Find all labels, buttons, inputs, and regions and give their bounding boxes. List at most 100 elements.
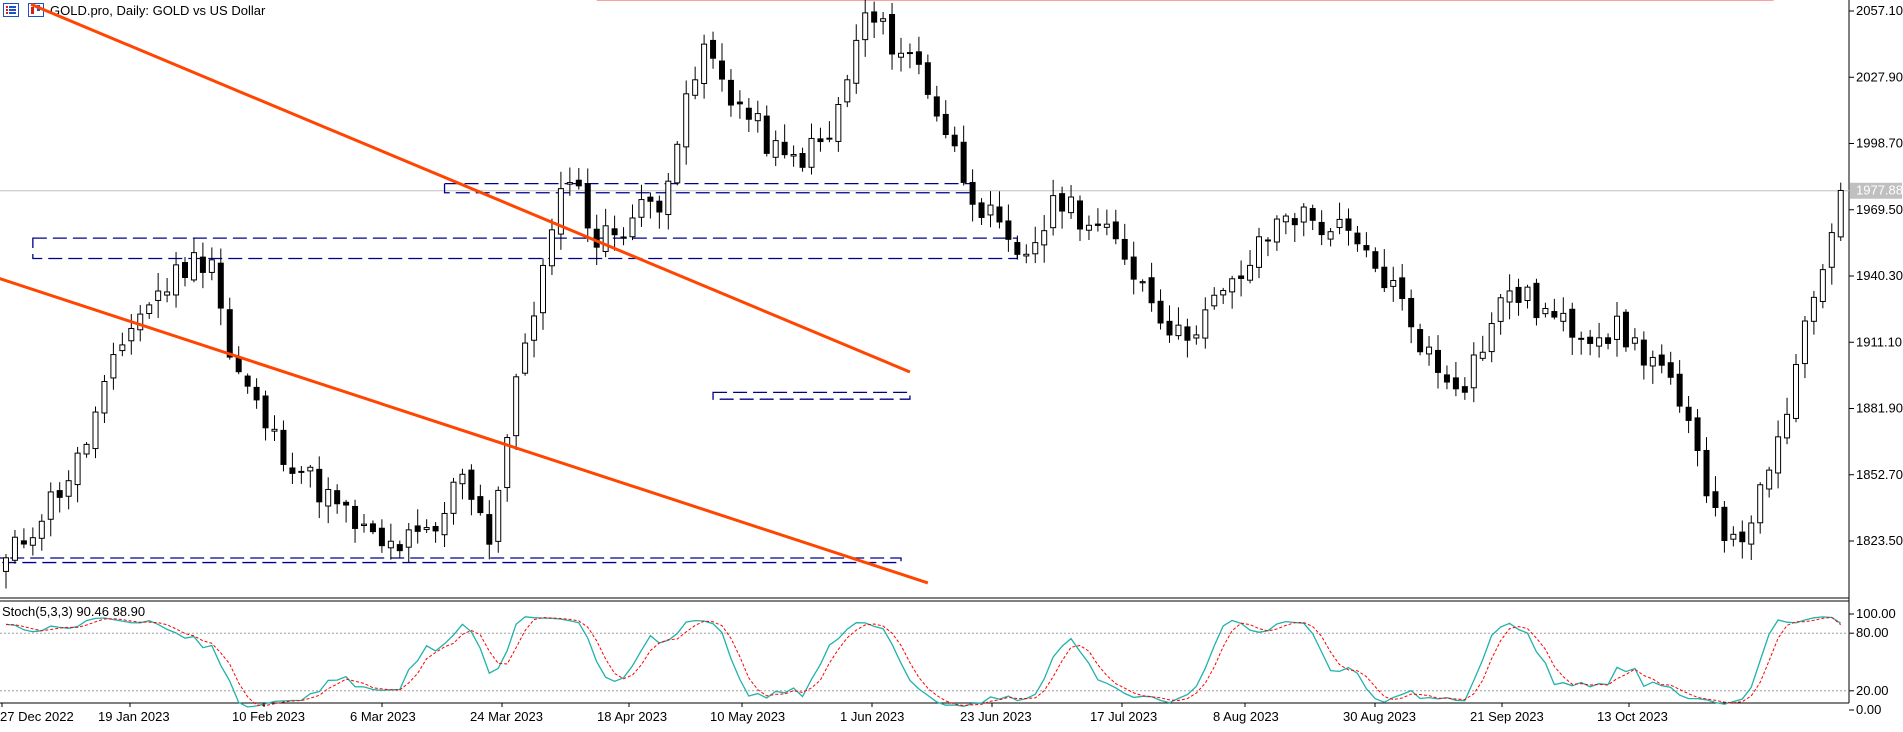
- candle-bull: [1023, 253, 1030, 257]
- candle-bear: [1014, 242, 1021, 255]
- candle-bull: [1837, 189, 1844, 238]
- candle-bear: [1238, 275, 1245, 279]
- candle-bull: [1775, 436, 1782, 474]
- candle-bull: [701, 43, 708, 84]
- candle-bear: [1694, 417, 1701, 451]
- candle-bull: [441, 512, 448, 536]
- candle-bull: [880, 18, 887, 22]
- candle-bull: [1757, 484, 1764, 524]
- candle-bear: [763, 115, 770, 154]
- time-tick-label: 17 Jul 2023: [1090, 709, 1157, 724]
- candle-bull: [1220, 290, 1227, 296]
- price-tick-label: 2027.90: [1856, 69, 1903, 84]
- candle-bull: [146, 304, 153, 315]
- candle-bull: [1282, 215, 1289, 223]
- candle-bull: [11, 536, 18, 561]
- candle-bear: [235, 356, 242, 373]
- candle-bear: [1685, 406, 1692, 421]
- candle-bull: [1506, 290, 1513, 303]
- support-resistance-zones: [0, 0, 1774, 564]
- candle-bear: [969, 181, 976, 205]
- candle-bull: [307, 466, 314, 472]
- candle-bear: [432, 525, 439, 532]
- time-tick-label: 30 Aug 2023: [1343, 709, 1416, 724]
- price-tick-label: 1881.90: [1856, 401, 1903, 416]
- candle-bear: [727, 79, 734, 106]
- candle-bear: [1372, 251, 1379, 269]
- candle-bear: [889, 13, 896, 55]
- candle-bull: [540, 264, 546, 314]
- candle-bear: [1309, 208, 1316, 221]
- current-price-label: 1977.88: [1856, 183, 1903, 198]
- candle-bear: [1354, 232, 1361, 245]
- candle-bear: [593, 228, 600, 248]
- candle-bear: [1721, 506, 1728, 542]
- candle-bull: [1801, 320, 1808, 365]
- time-tick-label: 21 Sep 2023: [1470, 709, 1544, 724]
- candle-bear: [1739, 531, 1746, 543]
- candle-bull: [1560, 312, 1567, 322]
- candle-bull: [1631, 337, 1638, 344]
- candle-bull: [3, 557, 9, 572]
- candle-bear: [244, 375, 251, 387]
- stoch-main-line: [5, 616, 1842, 708]
- candle-bear: [1667, 362, 1674, 378]
- candle-bear: [584, 183, 591, 229]
- candle-bear: [199, 256, 206, 273]
- time-tick-label: 18 Apr 2023: [597, 709, 667, 724]
- time-tick-label: 27 Dec 2022: [0, 709, 74, 724]
- candle-bear: [352, 505, 359, 529]
- candle-bull: [137, 313, 144, 331]
- candle-bull: [1784, 413, 1791, 439]
- candle-bull: [1614, 315, 1620, 340]
- candle-bull: [683, 93, 690, 148]
- channel-upper-line: [30, 3, 911, 374]
- candle-bear: [1005, 220, 1012, 240]
- candle-bear: [1148, 277, 1155, 304]
- candle-bear: [871, 11, 878, 23]
- price-tick-label: 2057.10: [1856, 3, 1903, 18]
- chart-grid: [0, 0, 1850, 704]
- candle-bull: [1193, 334, 1200, 339]
- candle-bull: [1766, 469, 1773, 490]
- time-tick-label: 10 Feb 2023: [232, 709, 305, 724]
- candle-bull: [1810, 296, 1817, 322]
- candle-bull: [1336, 218, 1343, 229]
- candle-bear: [369, 523, 376, 533]
- candle-bull: [271, 428, 278, 432]
- candle-bull: [450, 481, 457, 514]
- price-tick-label: 1998.70: [1856, 136, 1903, 151]
- candle-bear: [1157, 300, 1164, 324]
- candle-bull: [808, 137, 815, 168]
- candle-bear: [1363, 245, 1370, 251]
- candle-bear: [477, 496, 484, 514]
- candle-bull: [83, 443, 90, 455]
- candle-bear: [486, 514, 493, 545]
- candle-bear: [1515, 286, 1522, 303]
- candle-bear: [978, 202, 985, 218]
- list-icon[interactable]: [3, 3, 19, 17]
- candle-bear: [710, 39, 717, 59]
- candle-bull: [862, 12, 869, 41]
- candle-bull: [128, 327, 135, 342]
- candle-bull: [1479, 351, 1486, 359]
- stoch-signal-line: [5, 616, 1842, 707]
- candle-bull: [665, 180, 672, 216]
- candle-bear: [1381, 266, 1388, 289]
- candle-bull: [1273, 218, 1280, 243]
- candle-bear: [1417, 329, 1424, 353]
- candle-bear: [575, 179, 582, 187]
- chart-header: GOLD.pro, Daily: GOLD vs US Dollar: [0, 0, 265, 20]
- candle-bear: [996, 206, 1003, 223]
- candle-bull: [1649, 356, 1656, 367]
- candle-bear: [1676, 373, 1683, 407]
- candle-bear: [1094, 223, 1101, 226]
- candle-bull: [1542, 307, 1549, 315]
- candle-bull: [29, 537, 36, 546]
- candle-bull: [173, 264, 180, 296]
- candle-bull: [1524, 286, 1531, 302]
- candle-bear: [915, 51, 922, 65]
- candle-bear: [826, 137, 833, 140]
- candle-bear: [1059, 193, 1066, 212]
